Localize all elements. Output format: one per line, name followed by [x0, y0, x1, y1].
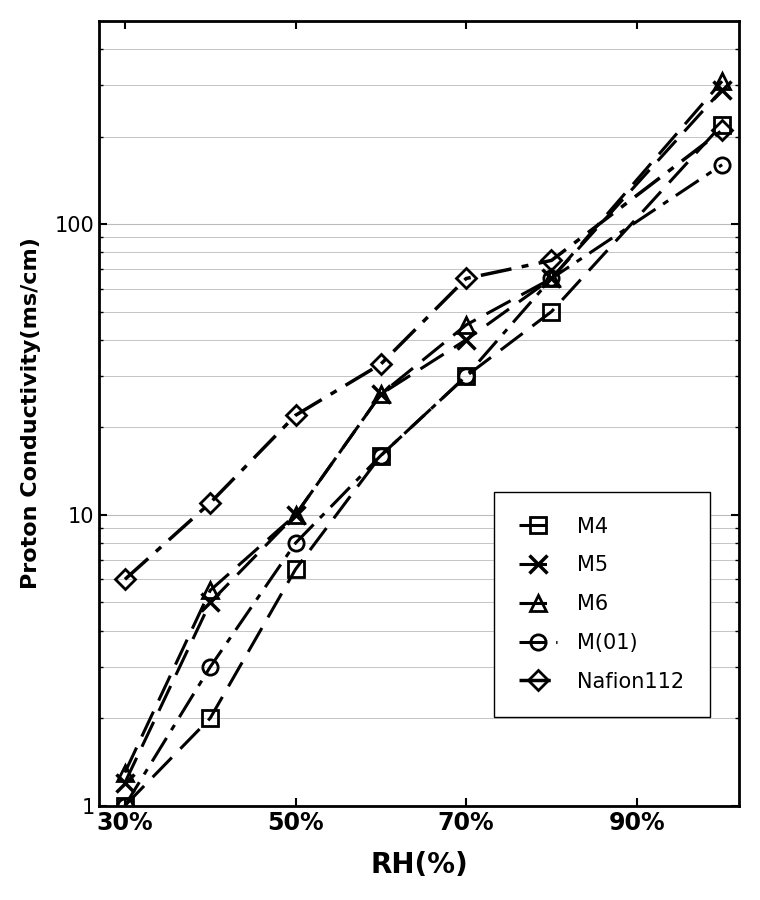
M6	[461, 320, 470, 330]
M6	[717, 76, 727, 86]
Nafion112	[547, 255, 556, 266]
Nafion112	[206, 498, 215, 508]
Nafion112	[461, 273, 470, 284]
Line: M5: M5	[116, 81, 731, 792]
Nafion112	[291, 410, 300, 420]
M5	[291, 509, 300, 520]
M5	[461, 335, 470, 346]
Y-axis label: Proton Conductivity(ms/cm): Proton Conductivity(ms/cm)	[21, 238, 41, 590]
M4	[120, 800, 129, 811]
Line: M6: M6	[117, 74, 730, 780]
M5	[547, 273, 556, 284]
M5	[376, 389, 385, 400]
M(01)	[461, 371, 470, 382]
M6	[206, 585, 215, 596]
M6	[547, 273, 556, 284]
M5	[120, 778, 129, 788]
M6	[120, 767, 129, 778]
M4	[547, 306, 556, 317]
M(01)	[376, 450, 385, 461]
M5	[717, 85, 727, 95]
M6	[291, 509, 300, 520]
Nafion112	[717, 125, 727, 136]
M4	[461, 371, 470, 382]
M4	[376, 450, 385, 461]
Line: M4: M4	[117, 117, 730, 814]
Nafion112	[376, 359, 385, 370]
X-axis label: RH(%): RH(%)	[370, 851, 468, 879]
M6	[376, 389, 385, 400]
M(01)	[291, 537, 300, 548]
Legend: M4, M5, M6, M(01), Nafion112: M4, M5, M6, M(01), Nafion112	[494, 491, 710, 716]
M(01)	[717, 159, 727, 170]
M(01)	[206, 662, 215, 672]
Nafion112	[120, 574, 129, 585]
Line: Nafion112: Nafion112	[118, 123, 729, 586]
M4	[717, 119, 727, 130]
Line: M(01): M(01)	[117, 158, 730, 814]
M4	[206, 713, 215, 724]
M(01)	[547, 273, 556, 284]
M(01)	[120, 800, 129, 811]
M5	[206, 597, 215, 608]
M4	[291, 564, 300, 575]
